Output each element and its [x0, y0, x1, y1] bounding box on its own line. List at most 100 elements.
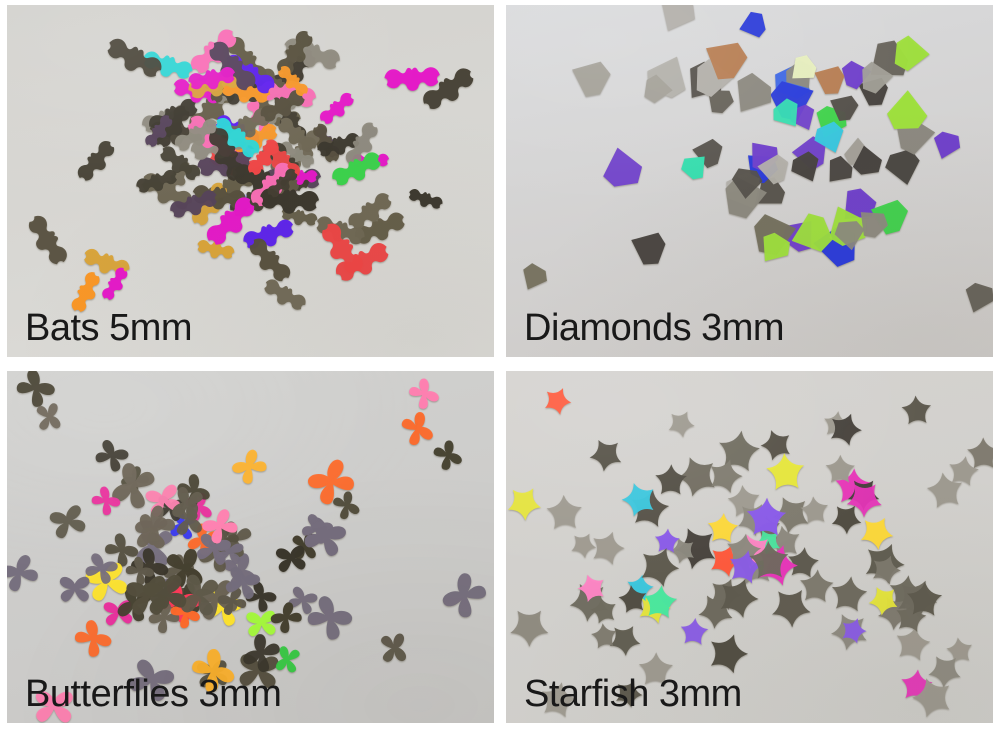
bats-glitter-piece: [77, 141, 115, 181]
diamonds-glitter-piece: [773, 98, 798, 127]
panel-diamonds: Diamonds 3mm: [506, 5, 993, 357]
starfish-glitter-piece: [860, 517, 894, 550]
starfish-glitter-piece: [896, 602, 927, 633]
panel-bats: Bats 5mm: [7, 5, 494, 357]
starfish-glitter-piece: [800, 496, 828, 524]
starfish-glitter-piece: [510, 610, 549, 647]
butterflies-glitter-piece: [307, 596, 353, 640]
butterflies-glitter-piece: [232, 449, 267, 484]
starfish-glitter-piece: [507, 488, 541, 521]
starfish-glitter-piece: [542, 682, 577, 718]
bats-glitter-piece: [28, 215, 67, 265]
starfish-glitter-piece: [928, 656, 961, 688]
bats-glitter-piece: [317, 133, 360, 157]
diamonds-glitter-piece: [791, 151, 819, 182]
starfish-glitter-piece: [842, 618, 867, 644]
diamonds-glitter-piece: [852, 145, 882, 175]
diamonds-glitter-piece: [933, 131, 961, 159]
butterflies-glitter-piece: [442, 573, 486, 618]
butterflies-glitter-piece: [275, 646, 300, 673]
bats-glitter-piece: [277, 31, 313, 76]
butterflies-glitter-piece: [85, 553, 118, 584]
starfish-glitter-piece: [772, 497, 809, 534]
starfish-glitter-piece: [711, 545, 742, 577]
bats-glitter-piece: [188, 67, 236, 90]
diamonds-glitter-piece: [572, 61, 611, 97]
butterflies-glitter-piece: [163, 554, 194, 586]
starfish-glitter-piece: [749, 540, 789, 579]
starfish-glitter-piece: [669, 538, 694, 564]
starfish-glitter-piece: [830, 413, 862, 446]
butterflies-glitter-piece: [333, 491, 360, 520]
bats-glitter-piece: [348, 193, 392, 230]
bats-glitter-piece: [320, 92, 354, 124]
bats-glitter-piece: [197, 239, 235, 259]
butterflies-glitter-piece: [217, 588, 247, 616]
diamonds-glitter-piece: [696, 58, 734, 98]
starfish-glitter-piece: [772, 590, 811, 628]
panel-label-diamonds: Diamonds 3mm: [524, 307, 785, 350]
starfish-glitter-piece: [571, 533, 597, 559]
butterflies-glitter-piece: [112, 463, 155, 509]
starfish-glitter-piece: [896, 626, 931, 661]
butterflies-glitter-piece: [288, 586, 318, 614]
bats-glitter-piece: [408, 188, 443, 209]
panel-butterflies: Butterflies 3mm: [7, 371, 494, 723]
bats-glitter-piece: [145, 115, 173, 147]
diamonds-glitter-piece: [860, 212, 889, 238]
starfish-glitter-piece: [654, 528, 680, 553]
bats-glitter-piece: [71, 272, 100, 312]
starfish-glitter-piece: [589, 439, 622, 472]
starfish-glitter-piece: [788, 547, 819, 578]
butterflies-glitter-piece: [433, 440, 462, 470]
butterflies-glitter-piece: [16, 371, 55, 407]
butterflies-glitter-piece: [401, 412, 433, 446]
starfish-glitter-piece: [593, 531, 625, 565]
bats-glitter-piece: [107, 38, 162, 77]
butterflies-glitter-piece: [275, 545, 306, 572]
bats-glitter-piece: [209, 128, 246, 182]
diamonds-glitter-piece: [763, 232, 790, 262]
panel-label-butterflies: Butterflies 3mm: [25, 673, 282, 716]
bats-glitter-piece: [354, 212, 405, 244]
butterflies-glitter-piece: [7, 555, 38, 592]
bats-glitter-piece: [260, 90, 305, 122]
starfish-glitter-piece: [711, 634, 749, 674]
butterflies-glitter-piece: [202, 509, 238, 544]
butterflies-glitter-photo: [7, 371, 486, 723]
butterflies-glitter-piece: [125, 556, 155, 586]
butterflies-glitter-piece: [105, 533, 139, 567]
starfish-glitter-piece: [641, 547, 680, 587]
butterflies-glitter-piece: [36, 403, 61, 430]
bats-glitter-piece: [102, 267, 128, 300]
butterflies-glitter-piece: [74, 620, 112, 657]
panel-label-bats: Bats 5mm: [25, 307, 193, 350]
starfish-glitter-piece: [655, 464, 687, 495]
diamonds-glitter-piece: [791, 213, 833, 252]
starfish-glitter-piece: [727, 533, 762, 568]
diamonds-glitter-piece: [737, 72, 772, 112]
starfish-glitter-piece: [609, 626, 641, 656]
diamonds-glitter-piece: [644, 74, 673, 103]
starfish-glitter-piece: [590, 597, 616, 624]
bats-glitter-piece: [249, 238, 291, 282]
diamonds-glitter-piece: [681, 156, 705, 180]
starfish-glitter-piece: [591, 623, 617, 649]
butterflies-glitter-piece: [177, 474, 210, 508]
butterflies-glitter-piece: [135, 505, 176, 546]
starfish-glitter-piece: [643, 585, 678, 618]
diamonds-glitter-piece: [870, 199, 908, 235]
butterflies-glitter-piece: [308, 459, 354, 505]
starfish-glitter-piece: [967, 437, 993, 469]
starfish-glitter-piece: [949, 456, 979, 486]
butterflies-glitter-piece: [95, 439, 129, 472]
butterflies-glitter-piece: [181, 574, 219, 616]
bats-glitter-piece: [248, 141, 279, 175]
diamonds-glitter-piece: [523, 263, 547, 290]
bats-glitter-piece: [423, 68, 474, 109]
butterflies-glitter-piece: [245, 581, 277, 612]
butterflies-glitter-piece: [142, 574, 187, 615]
starfish-glitter-piece: [729, 550, 763, 584]
diamonds-glitter-piece: [844, 188, 877, 220]
